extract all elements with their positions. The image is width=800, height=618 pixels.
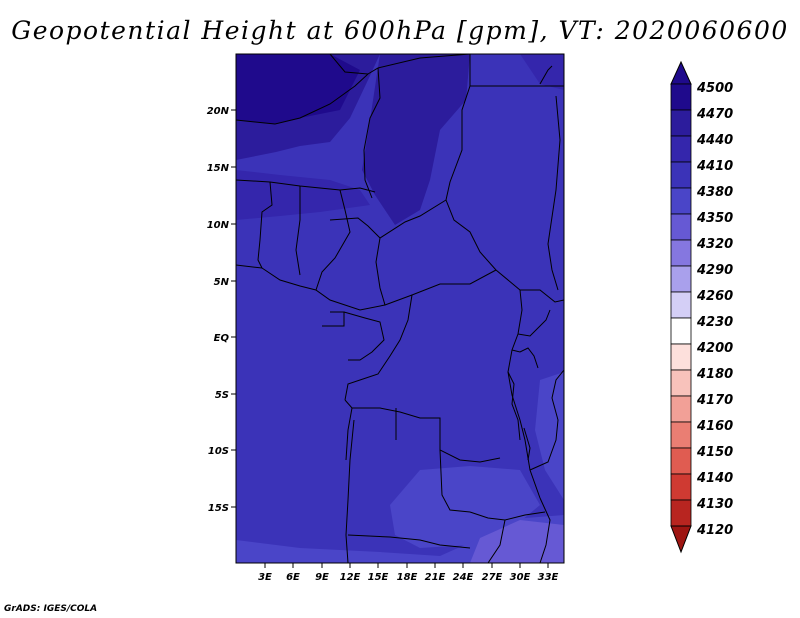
lon-tick-label: 27E [482,572,503,583]
lon-tick-label: 33E [538,572,559,583]
colorbar-segment [670,369,692,397]
colorbar-segment [670,395,692,423]
colorbar-segment [670,161,692,189]
colorbar-label: 4130 [696,497,733,512]
colorbar-segment [670,135,692,163]
lat-tick-label: 15S [208,503,229,514]
colorbar-label: 4140 [696,471,733,486]
lon-tick-label: 3E [258,572,272,583]
lon-tick-label: 9E [315,572,329,583]
lat-tick-label: 15N [207,163,230,174]
colorbar-label: 4200 [696,341,733,356]
colorbar-segment [670,473,692,501]
lon-tick-label: 30E [510,572,531,583]
map-frame [235,53,565,564]
colorbar-label: 4440 [696,133,733,148]
colorbar-segment [670,447,692,475]
colorbar-label: 4120 [696,523,733,538]
lon-axis: 3E 6E 9E 12E 15E 18E 21E 24E 27E 30E 33E [258,563,559,583]
colorbar-segment [670,291,692,319]
lat-tick-label: 20N [207,106,230,117]
lon-tick-label: 18E [397,572,418,583]
colorbar-label: 4350 [696,211,733,226]
lat-tick-label: 5N [214,277,230,288]
colorbar-label: 4290 [696,263,733,278]
colorbar-label: 4260 [696,289,733,304]
colorbar-segment [670,187,692,215]
colorbar-segment [670,109,692,137]
colorbar-segment [670,499,692,527]
colorbar-segment [670,213,692,241]
colorbar-segment [670,239,692,267]
lon-tick-label: 15E [368,572,389,583]
colorbar-label: 4170 [696,393,733,408]
colorbar-label: 4380 [696,185,733,200]
colorbar-label: 4470 [696,107,733,122]
colorbar-label: 4160 [696,419,733,434]
lon-tick-label: 24E [453,572,474,583]
colorbar-label: 4230 [696,315,733,330]
colorbar-label: 4410 [696,159,733,174]
lon-tick-label: 12E [340,572,361,583]
colorbar-label: 4150 [696,445,733,460]
colorbar-label: 4320 [696,237,733,252]
map-title: Geopotential Height at 600hPa [gpm], VT:… [11,16,789,45]
lon-tick-label: 6E [286,572,300,583]
grads-credit: GrADS: IGES/COLA [4,604,98,614]
lat-tick-label: 5S [215,390,229,401]
lat-tick-label: 10N [207,220,230,231]
colorbar-label: 4500 [696,81,733,96]
colorbar-segment [670,343,692,371]
colorbar-segment [670,265,692,293]
colorbar-segment [670,83,692,111]
lat-tick-label: 10S [208,446,229,457]
colorbar-bottom-arrow [670,525,692,554]
colorbar-top-arrow [670,60,692,85]
height-field [236,54,564,563]
colorbar: 4500 4470 4440 4410 4380 4350 4320 4290 … [670,60,733,554]
colorbar-segment [670,317,692,345]
lat-axis: 20N 15N 10N 5N EQ 5S 10S 15S [207,106,236,514]
colorbar-segment [670,421,692,449]
country-borders [236,54,564,563]
lon-tick-label: 21E [425,572,446,583]
lat-tick-label: EQ [214,333,230,344]
colorbar-label: 4180 [696,367,733,382]
